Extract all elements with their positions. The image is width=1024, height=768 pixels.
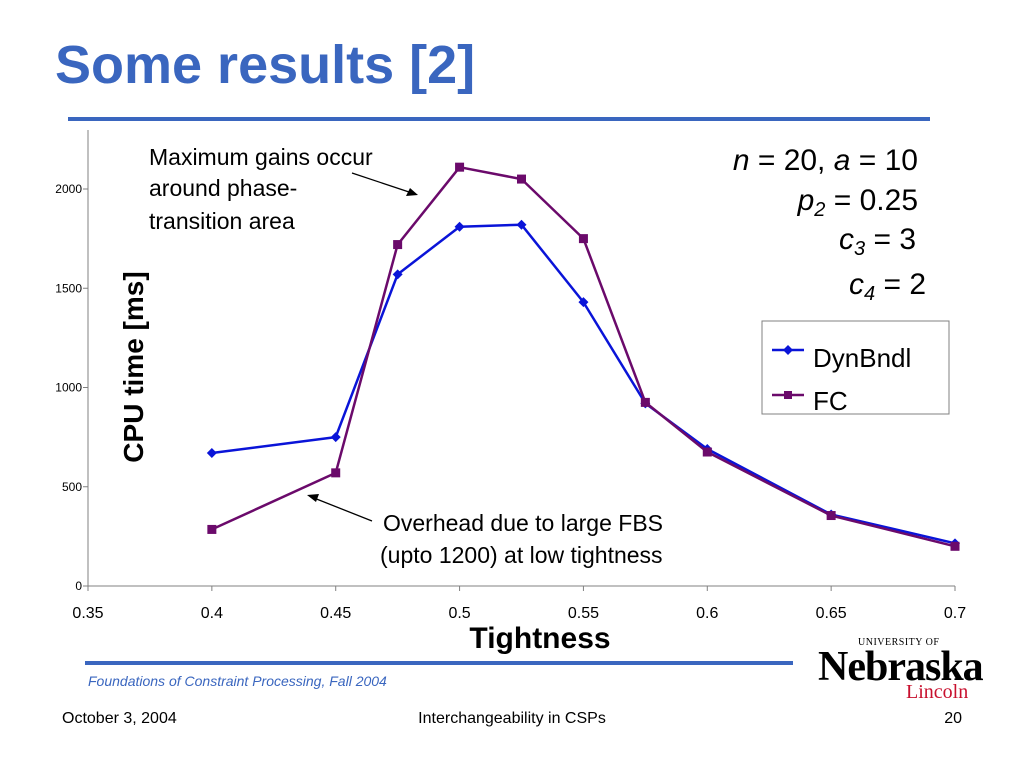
legend-box	[761, 320, 950, 415]
chart-axes	[87, 130, 955, 587]
legend-dynbndl-marker	[783, 345, 793, 355]
x-tick-label: 0.35	[72, 605, 103, 622]
point-dynbndl	[578, 297, 589, 308]
x-tick-label: 0.6	[696, 605, 718, 622]
peak-annotation-arrow	[351, 172, 413, 194]
y-tick-label: 1000	[55, 381, 82, 395]
y-axis-label: CPU time [ms]	[118, 271, 149, 462]
point-fc	[826, 511, 836, 521]
point-dynbndl	[206, 448, 217, 459]
point-fc	[640, 397, 650, 407]
peak-annotation-line3: transition area	[149, 208, 295, 234]
peak-arrow-head	[406, 188, 418, 196]
peak-annotation-line2: around phase-	[149, 175, 297, 201]
footer-rule	[85, 661, 793, 665]
y-tick-label: 2000	[55, 182, 82, 196]
overhead-annotation-arrow	[313, 497, 373, 522]
footer-topic: Interchangeability in CSPs	[418, 710, 606, 727]
page-number: 20	[944, 710, 962, 727]
point-dynbndl	[454, 221, 465, 232]
param-p2: p2 = 0.25	[797, 184, 918, 221]
x-tick-label: 0.65	[816, 605, 847, 622]
point-dynbndl	[392, 269, 403, 280]
logo-main-text: Nebraska	[818, 644, 984, 690]
legend-fc-label: FC	[813, 386, 848, 416]
legend-fc-marker	[784, 391, 792, 399]
point-fc	[702, 447, 712, 457]
param-c4: c4 = 2	[849, 268, 926, 305]
overhead-annotation-line1: Overhead due to large FBS	[383, 510, 663, 536]
legend-dynbndl-label: DynBndl	[813, 343, 911, 373]
overhead-arrow-head	[307, 494, 319, 502]
series-line-fc	[211, 165, 956, 548]
y-tick-label: 1500	[55, 281, 82, 295]
logo-univ-text: UNIVERSITY OF	[858, 637, 940, 648]
param-n-a: n = 20, a = 10	[733, 144, 918, 177]
point-fc	[517, 174, 526, 184]
peak-annotation: Maximum gains occur around phase- transi…	[149, 144, 418, 234]
point-fc	[578, 234, 588, 244]
x-tick-label: 0.55	[568, 605, 599, 622]
parameter-block: n = 20, a = 10 p2 = 0.25 c3 = 3 c4 = 2	[733, 144, 926, 305]
point-dynbndl	[330, 432, 341, 443]
overhead-annotation-line2: (upto 1200) at low tightness	[380, 542, 663, 568]
chart-series	[206, 162, 960, 551]
y-tick-label: 500	[62, 480, 82, 494]
slide-title: Some results [2]	[55, 35, 476, 95]
y-tick-label: 0	[75, 579, 82, 593]
x-axis-label: Tightness	[469, 622, 610, 655]
chart-ticks: 0 500 1000 1500 2000 0.35 0.4 0.45 0.5 0.55 0.6 0.6…	[55, 182, 966, 622]
x-tick-label: 0.4	[201, 605, 223, 622]
footer-date: October 3, 2004	[62, 710, 177, 727]
param-c3: c3 = 3	[839, 223, 916, 260]
university-logo: UNIVERSITY OF Nebraska Lincoln	[818, 637, 984, 703]
point-fc	[331, 468, 341, 478]
course-name: Foundations of Constraint Processing, Fa…	[88, 673, 387, 689]
x-tick-label: 0.5	[448, 605, 470, 622]
x-tick-label: 0.45	[320, 605, 351, 622]
title-rule	[68, 117, 930, 121]
point-fc	[207, 524, 217, 534]
point-fc	[393, 240, 403, 250]
overhead-annotation: Overhead due to large FBS (upto 1200) at…	[307, 494, 663, 568]
peak-annotation-line1: Maximum gains occur	[149, 144, 373, 170]
chart-legend: DynBndl FC	[761, 320, 950, 416]
point-fc	[455, 162, 465, 172]
point-fc	[950, 541, 960, 551]
x-tick-label: 0.7	[944, 605, 966, 622]
logo-sub-text: Lincoln	[906, 681, 969, 703]
point-dynbndl	[516, 219, 527, 230]
